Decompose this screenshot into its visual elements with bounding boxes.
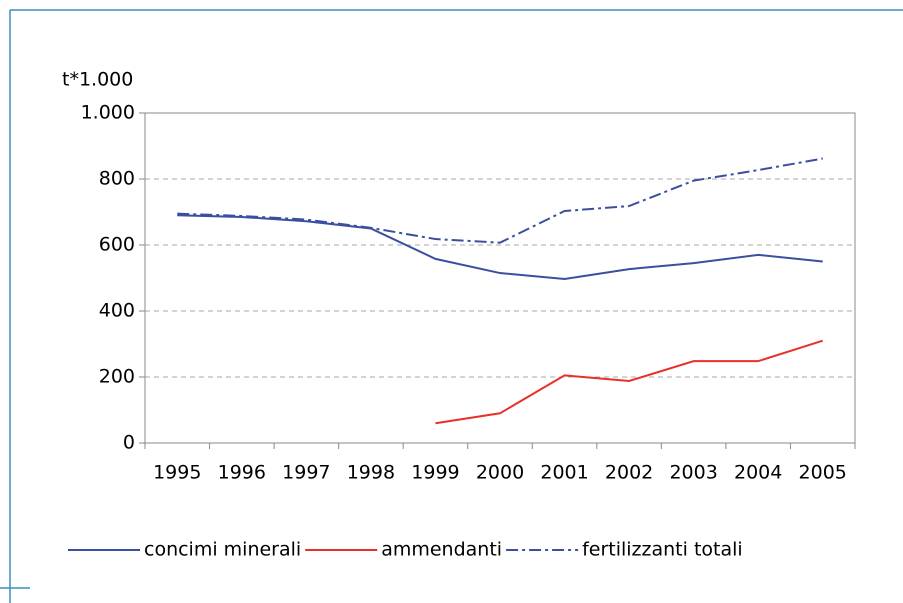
y-tick-label: 200 [99, 366, 135, 388]
x-tick-label: 1998 [347, 462, 395, 484]
x-tick-label: 2000 [476, 462, 524, 484]
x-tick-label: 1997 [282, 462, 330, 484]
series-line [177, 157, 823, 244]
x-tick-label: 2002 [605, 462, 653, 484]
y-axis-label: t*1.000 [62, 69, 133, 91]
plot-area [144, 112, 856, 444]
x-tick-label: 1995 [153, 462, 201, 484]
x-tick-label: 2003 [669, 462, 717, 484]
y-tick-label: 400 [99, 300, 135, 322]
series-line [435, 339, 824, 425]
y-tick-label: 600 [99, 234, 135, 256]
y-tick-label: 800 [99, 168, 135, 190]
x-tick-label: 1999 [411, 462, 459, 484]
legend-label: concimi minerali [144, 539, 301, 561]
legend-label: fertilizzanti totali [582, 539, 743, 561]
x-tick-label: 1996 [218, 462, 266, 484]
x-tick-label: 2005 [799, 462, 847, 484]
x-tick-label: 2004 [734, 462, 782, 484]
series-line [177, 214, 823, 280]
legend-label: ammendanti [381, 539, 502, 561]
y-tick-label: 0 [123, 432, 135, 454]
y-tick-label: 1.000 [81, 102, 135, 124]
x-tick-label: 2001 [540, 462, 588, 484]
